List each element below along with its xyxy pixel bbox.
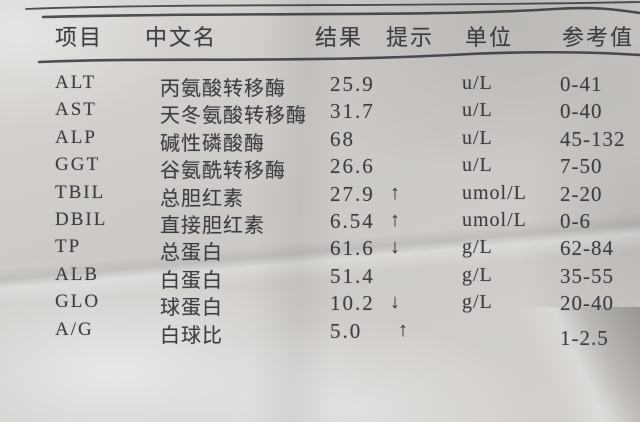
- test-reference: 45-132: [560, 126, 626, 151]
- test-name: 球蛋白: [160, 297, 223, 320]
- test-unit: u/L: [462, 99, 493, 122]
- test-name: 总胆红素: [160, 187, 244, 210]
- test-code: DBIL: [55, 209, 108, 230]
- test-reference: 0-6: [560, 209, 591, 233]
- header-item: 项目: [55, 25, 104, 50]
- table-row: AST 天冬氨酸转移酶 31.7 u/L 0-40: [0, 99, 640, 127]
- table-header-row: 项目 中文名 结果 提示 单位 参考值: [0, 20, 640, 50]
- table-row: ALT 丙氨酸转移酶 25.9 u/L 0-41: [0, 72, 640, 100]
- test-code: GGT: [55, 154, 101, 176]
- table-row: ALB 白蛋白 51.4 g/L 35-55: [0, 264, 640, 292]
- test-unit: u/L: [462, 154, 493, 177]
- test-result: 26.6: [330, 154, 375, 179]
- test-flag-arrow: ↑: [390, 209, 400, 231]
- test-reference: 20-40: [560, 291, 614, 316]
- test-result: 51.4: [330, 263, 375, 288]
- test-unit: umol/L: [462, 181, 527, 204]
- test-result: 10.2: [330, 291, 375, 316]
- test-reference: 62-84: [560, 236, 614, 261]
- top-rule-thick: [41, 6, 640, 19]
- test-flag-arrow: ↓: [390, 291, 400, 314]
- test-name: 直接胆红素: [160, 215, 265, 237]
- test-name: 天冬氨酸转移酶: [160, 105, 307, 128]
- test-name: 白球比: [160, 324, 223, 347]
- header-underline-rule: [37, 50, 640, 64]
- header-reference: 参考值: [562, 25, 635, 50]
- test-unit: u/L: [462, 72, 493, 94]
- test-name: 谷氨酰转移酶: [160, 160, 286, 183]
- test-reference: 35-55: [560, 263, 614, 288]
- test-code: A/G: [55, 318, 94, 340]
- test-result: 27.9: [330, 181, 375, 206]
- table-row: GLO 球蛋白 10.2 ↓ g/L 20-40: [0, 291, 640, 319]
- test-result: 5.0: [330, 318, 363, 343]
- table-row: TBIL 总胆红素 27.9 ↑ umol/L 2-20: [0, 182, 640, 210]
- table-row: GGT 谷氨酰转移酶 26.6 u/L 7-50: [0, 154, 640, 182]
- test-flag-arrow: ↓: [390, 236, 400, 259]
- test-name: 总蛋白: [160, 242, 223, 265]
- test-result: 6.54: [330, 209, 375, 233]
- test-reference: 2-20: [560, 181, 603, 206]
- top-rule-thin: [25, 1, 640, 10]
- table-row: ALP 碱性磷酸酶 68 u/L 45-132: [0, 127, 640, 155]
- test-unit: umol/L: [462, 209, 527, 231]
- test-code: TP: [55, 236, 82, 258]
- corner-fold-shadow: [510, 307, 640, 422]
- test-reference: 1-2.5: [560, 325, 609, 350]
- test-reference: 0-40: [560, 99, 603, 124]
- table-row: DBIL 直接胆红素 6.54 ↑ umol/L 0-6: [0, 209, 640, 237]
- table-row: TP 总蛋白 61.6 ↓ g/L 62-84: [0, 236, 640, 264]
- test-unit: g/L: [462, 236, 493, 259]
- test-code: ALT: [55, 72, 97, 93]
- table-rule-lines: [25, 1, 640, 64]
- table-row: A/G 白球比 5.0 ↑ 1-2.5: [0, 318, 640, 350]
- test-code: GLO: [55, 291, 101, 313]
- header-flag: 提示: [386, 25, 435, 50]
- header-name: 中文名: [145, 25, 218, 50]
- test-reference: 0-41: [560, 72, 603, 96]
- test-flag-arrow: ↑: [398, 318, 408, 341]
- test-code: AST: [55, 99, 97, 121]
- test-code: ALB: [55, 263, 99, 285]
- test-code: ALP: [55, 126, 97, 148]
- test-name: 丙氨酸转移酶: [160, 78, 286, 100]
- header-result: 结果: [315, 25, 364, 50]
- test-reference: 7-50: [560, 154, 603, 179]
- test-result: 25.9: [330, 72, 375, 96]
- test-unit: g/L: [462, 263, 493, 286]
- test-result: 31.7: [330, 99, 375, 124]
- header-unit: 单位: [465, 25, 514, 50]
- test-result: 68: [330, 126, 355, 151]
- test-code: TBIL: [55, 181, 106, 203]
- test-name: 白蛋白: [160, 269, 223, 292]
- test-unit: g/L: [462, 291, 493, 314]
- test-flag-arrow: ↑: [390, 181, 400, 204]
- test-unit: u/L: [462, 126, 493, 149]
- test-name: 碱性磷酸酶: [160, 132, 265, 155]
- test-result: 61.6: [330, 236, 375, 261]
